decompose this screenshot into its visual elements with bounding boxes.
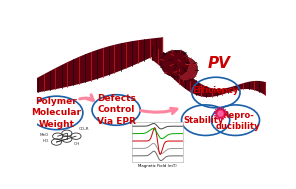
Polygon shape: [152, 46, 266, 97]
Text: PV: PV: [208, 56, 231, 71]
Text: Repro-
ducibility: Repro- ducibility: [215, 111, 260, 131]
Text: Defects
Control
Via EPR: Defects Control Via EPR: [97, 94, 136, 126]
Text: HO: HO: [42, 139, 49, 143]
Polygon shape: [37, 37, 163, 93]
Text: Efficiency: Efficiency: [193, 86, 239, 95]
Polygon shape: [161, 50, 189, 77]
Text: OH: OH: [74, 142, 80, 146]
Text: CO₂R: CO₂R: [78, 127, 89, 131]
Text: MeO: MeO: [39, 133, 49, 137]
Polygon shape: [170, 50, 188, 71]
Polygon shape: [175, 58, 197, 81]
Text: Polymer
Molecular
Weight: Polymer Molecular Weight: [31, 97, 81, 129]
Polygon shape: [214, 107, 227, 120]
Text: Stability: Stability: [183, 116, 223, 125]
